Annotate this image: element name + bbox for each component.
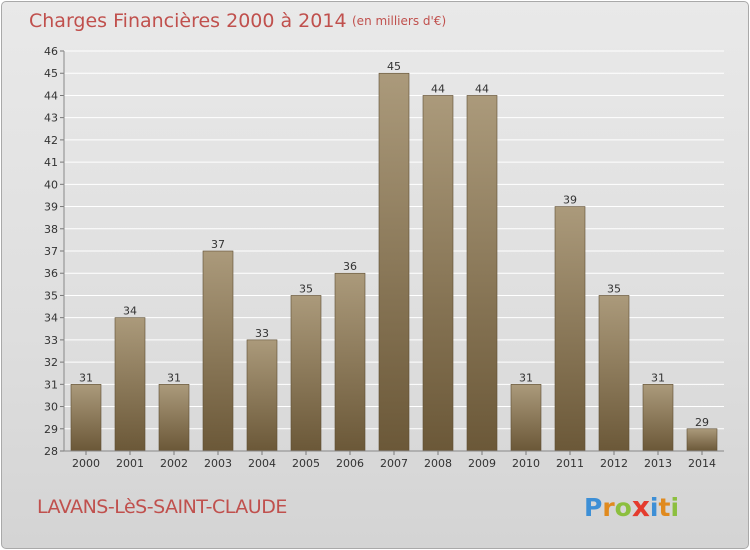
value-label: 31 [651, 371, 665, 384]
y-tick-label: 44 [44, 89, 58, 102]
bar-2009[interactable] [467, 95, 497, 451]
bar-2014[interactable] [687, 429, 717, 451]
x-tick-label: 2003 [204, 457, 232, 470]
x-axis: 2000 2001 2002 2003 2004 2005 2006 2007 2008 2009… [64, 451, 724, 470]
y-tick-label: 30 [44, 401, 58, 414]
bar-2003[interactable] [203, 251, 233, 451]
x-tick-label: 2005 [292, 457, 320, 470]
y-tick-label: 28 [44, 445, 58, 458]
x-tick-label: 2011 [556, 457, 584, 470]
y-tick-label: 36 [44, 267, 58, 280]
value-label: 35 [607, 282, 621, 295]
bar-2002[interactable] [159, 384, 189, 451]
y-tick-label: 38 [44, 223, 58, 236]
y-tick-label: 45 [44, 67, 58, 80]
bar-2013[interactable] [643, 384, 673, 451]
y-tick-label: 32 [44, 356, 58, 369]
y-tick-label: 43 [44, 112, 58, 125]
x-tick-label: 2000 [72, 457, 100, 470]
logo-letter: P [584, 493, 602, 522]
bar-2007[interactable] [379, 73, 409, 451]
logo-letter: i [650, 493, 659, 522]
value-label: 35 [299, 282, 313, 295]
logo-letter: x [632, 490, 650, 523]
value-label: 39 [563, 194, 577, 207]
x-tick-label: 2007 [380, 457, 408, 470]
y-tick-label: 35 [44, 289, 58, 302]
value-label: 36 [343, 260, 357, 273]
value-label: 31 [167, 371, 181, 384]
y-tick-label: 46 [44, 45, 58, 58]
value-label: 34 [123, 305, 137, 318]
bar-2006[interactable] [335, 273, 365, 451]
value-label: 29 [695, 416, 709, 429]
value-label: 31 [519, 371, 533, 384]
x-tick-label: 2013 [644, 457, 672, 470]
y-tick-label: 29 [44, 423, 58, 436]
proxiti-logo[interactable]: Proxiti [584, 490, 679, 523]
x-tick-label: 2012 [600, 457, 628, 470]
y-tick-label: 40 [44, 178, 58, 191]
y-tick-label: 34 [44, 312, 58, 325]
x-tick-label: 2009 [468, 457, 496, 470]
value-label: 44 [431, 82, 445, 95]
x-tick-label: 2001 [116, 457, 144, 470]
value-label: 44 [475, 82, 489, 95]
bar-2001[interactable] [115, 318, 145, 451]
y-tick-label: 39 [44, 201, 58, 214]
value-label: 45 [387, 60, 401, 73]
bars: 31 34 31 37 33 35 36 45 44 44 31 39 35 31 29 [71, 60, 717, 451]
logo-letter: i [670, 493, 679, 522]
logo-letter: r [602, 493, 614, 522]
value-label: 37 [211, 238, 225, 251]
y-tick-label: 42 [44, 134, 58, 147]
location-name: LAVANS-LèS-SAINT-CLAUDE [37, 496, 287, 518]
value-label: 31 [79, 371, 93, 384]
bar-2012[interactable] [599, 295, 629, 451]
logo-letter: o [615, 493, 632, 522]
x-tick-label: 2014 [688, 457, 716, 470]
bar-2004[interactable] [247, 340, 277, 451]
x-tick-label: 2010 [512, 457, 540, 470]
y-tick-label: 31 [44, 378, 58, 391]
bar-2011[interactable] [555, 207, 585, 451]
bar-2010[interactable] [511, 384, 541, 451]
bar-2005[interactable] [291, 295, 321, 451]
y-axis: 28 29 30 31 32 33 34 35 36 37 38 39 40 41 42 43 44 45 46 [44, 45, 64, 458]
x-tick-label: 2002 [160, 457, 188, 470]
bar-2000[interactable] [71, 384, 101, 451]
value-label: 33 [255, 327, 269, 340]
x-tick-label: 2004 [248, 457, 276, 470]
x-tick-label: 2008 [424, 457, 452, 470]
y-tick-label: 41 [44, 156, 58, 169]
x-tick-label: 2006 [336, 457, 364, 470]
y-tick-label: 37 [44, 245, 58, 258]
logo-letter: t [659, 493, 671, 522]
bar-2008[interactable] [423, 95, 453, 451]
y-tick-label: 33 [44, 334, 58, 347]
